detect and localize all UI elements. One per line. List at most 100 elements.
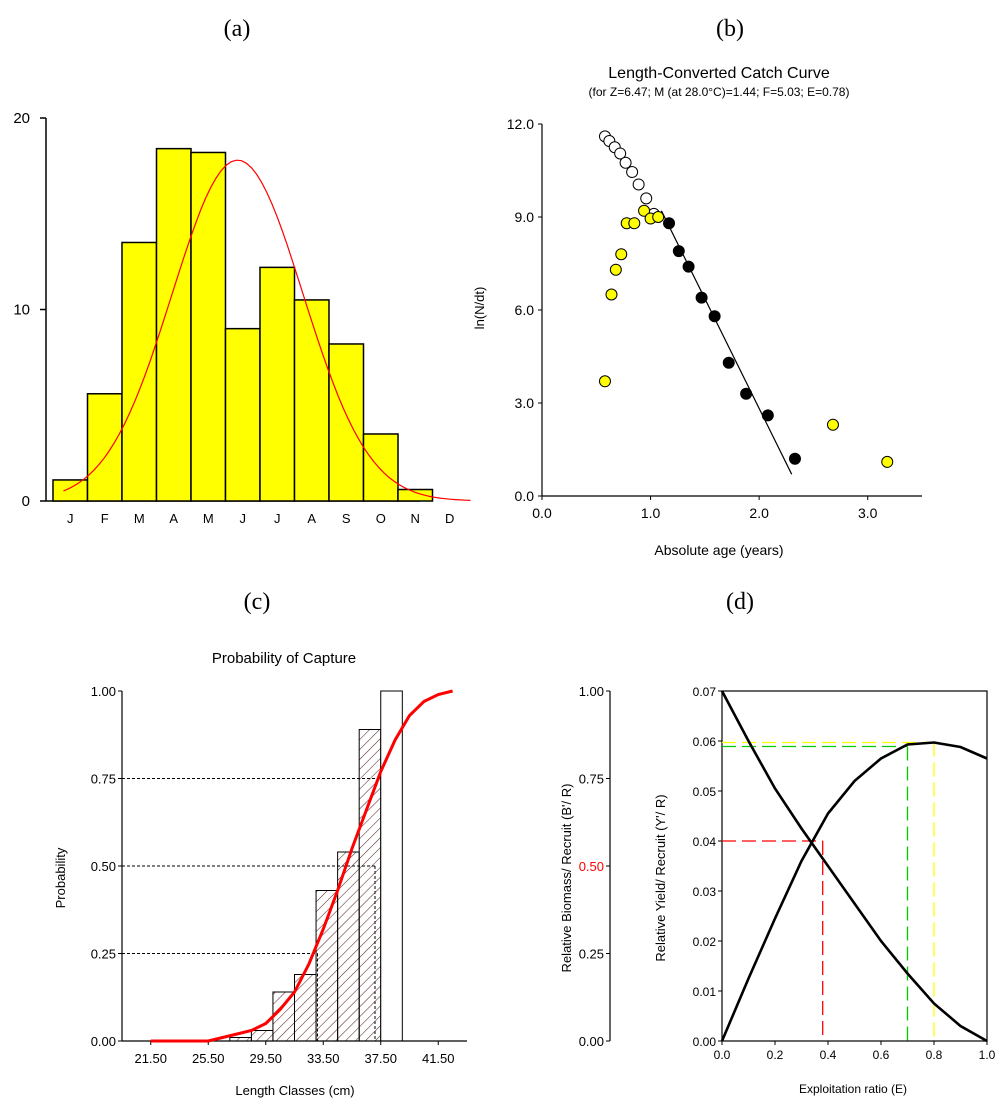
x-tick-label-d: 0.4 <box>820 1048 837 1062</box>
x-tick-label-b: 1.0 <box>641 505 661 521</box>
yield-curve-d <box>720 741 988 1042</box>
x-tick-label-a: M <box>203 511 214 526</box>
x-tick-label-c: 21.50 <box>134 1051 167 1066</box>
y-tick-label-c: 1.00 <box>91 684 116 699</box>
point-b <box>682 260 695 273</box>
panel-label-d: (d) <box>726 589 754 615</box>
point-b <box>695 291 708 304</box>
chart-d: 0.00 0.25 0.50 0.75 1.00 0.00 0.01 0.02 0.03 0.04… <box>579 684 996 1062</box>
chart-d-xlabel: Exploitation ratio (E) <box>799 1082 907 1096</box>
x-tick-label-a: N <box>411 511 420 526</box>
point-b <box>881 455 894 468</box>
biomass-curve-d <box>720 690 988 1043</box>
bar-a <box>190 151 227 502</box>
x-tick-label-a: O <box>376 511 386 526</box>
point-b <box>638 204 651 217</box>
y-tick-label-right-d: 0.06 <box>693 735 717 749</box>
chart-a: 0 10 20 J F M A M J J A S O N D <box>13 110 471 526</box>
panel-label-b: (b) <box>716 16 744 42</box>
point-b <box>605 288 618 301</box>
y-tick-label-c: 0.00 <box>91 1034 116 1049</box>
y-tick-label-b: 12.0 <box>507 116 534 132</box>
y-tick-label-b: 0.0 <box>515 488 535 504</box>
x-tick-label-c: 33.50 <box>307 1051 340 1066</box>
x-tick-label-a: F <box>101 511 109 526</box>
panel-label-a: (a) <box>224 16 251 42</box>
point-b <box>619 156 632 169</box>
point-b <box>722 356 735 369</box>
point-b <box>826 418 839 431</box>
x-tick-label-d: 0.6 <box>873 1048 890 1062</box>
point-b <box>788 452 801 465</box>
x-tick-label-d: 0.0 <box>714 1048 731 1062</box>
y-tick-label-b: 9.0 <box>515 209 535 225</box>
y-tick-label-left-d: 0.25 <box>579 947 604 962</box>
y-tick-label-right-d: 0.07 <box>693 685 717 699</box>
y-tick-label-right-d: 0.04 <box>693 835 717 849</box>
chart-c: 0.00 0.25 0.50 0.75 1.00 21.50 25.50 29.50 33.50… <box>91 684 467 1066</box>
bar-a <box>52 479 89 502</box>
bar-a <box>397 488 434 502</box>
x-tick-label-b: 3.0 <box>858 505 878 521</box>
point-b <box>598 375 611 388</box>
bar-a <box>293 299 330 502</box>
point-b <box>640 192 653 205</box>
point-b <box>614 147 627 160</box>
x-tick-label-b: 2.0 <box>749 505 769 521</box>
x-tick-label-a: M <box>134 511 145 526</box>
chart-c-title: Probability of Capture <box>212 650 356 667</box>
point-b <box>708 310 721 323</box>
y-tick-label-left-d: 0.00 <box>579 1034 604 1049</box>
point-b <box>632 178 645 191</box>
bin-c <box>272 991 295 1042</box>
x-tick-label-c: 37.50 <box>364 1051 397 1066</box>
y-tick-label-left-d: 1.00 <box>579 684 604 699</box>
x-tick-label-a: A <box>169 511 178 526</box>
point-b <box>761 409 774 422</box>
x-tick-label-a: S <box>342 511 351 526</box>
bar-a <box>259 266 296 502</box>
chart-b-subtitle: (for Z=6.47; M (at 28.0°C)=1.44; F=5.03;… <box>589 85 850 99</box>
x-tick-label-d: 1.0 <box>979 1048 996 1062</box>
x-tick-label-a: J <box>240 511 247 526</box>
x-tick-label-a: J <box>274 511 281 526</box>
x-tick-label-a: A <box>307 511 316 526</box>
y-tick-label-right-d: 0.00 <box>693 1035 717 1049</box>
x-tick-label-c: 41.50 <box>422 1051 455 1066</box>
y-tick-label-c: 0.50 <box>91 859 116 874</box>
x-tick-label-c: 29.50 <box>249 1051 282 1066</box>
point-b <box>615 248 628 261</box>
x-tick-label-d: 0.8 <box>926 1048 943 1062</box>
y-tick-label-c: 0.75 <box>91 772 116 787</box>
y-tick-label-left-d: 0.75 <box>579 772 604 787</box>
point-b <box>609 263 622 276</box>
bar-a <box>224 327 261 502</box>
x-tick-label-a: D <box>445 511 454 526</box>
chart-b-title: Length-Converted Catch Curve <box>608 65 830 82</box>
point-b <box>652 211 665 223</box>
y-tick-label-right-d: 0.05 <box>693 785 717 799</box>
chart-b-xlabel: Absolute age (years) <box>654 542 783 558</box>
chart-b-ylabel: ln(N/dt) <box>472 287 487 330</box>
point-b <box>628 217 641 230</box>
point-b <box>626 166 639 179</box>
x-tick-label-d: 0.2 <box>767 1048 784 1062</box>
point-b <box>672 245 685 258</box>
y-tick-label-a: 10 <box>13 302 30 319</box>
y-tick-label-left-d: 0.50 <box>579 859 604 874</box>
bin-c <box>250 1030 274 1042</box>
logistic-curve-c <box>150 689 453 1043</box>
y-tick-label-b: 6.0 <box>515 302 535 318</box>
plot-frame-d <box>721 690 988 1042</box>
fit-curve-a <box>63 159 471 501</box>
chart-b: 0.0 3.0 6.0 9.0 12.0 0.0 1.0 2.0 3.0 <box>507 116 922 521</box>
point-b <box>740 387 753 400</box>
x-tick-label-a: J <box>67 511 74 526</box>
y-tick-label-a: 0 <box>22 493 30 510</box>
bin-c <box>380 690 403 1042</box>
bar-a <box>328 343 365 502</box>
chart-c-xlabel: Length Classes (cm) <box>235 1083 354 1098</box>
y-tick-label-b: 3.0 <box>515 395 535 411</box>
x-tick-label-c: 25.50 <box>192 1051 225 1066</box>
y-tick-label-c: 0.25 <box>91 947 116 962</box>
